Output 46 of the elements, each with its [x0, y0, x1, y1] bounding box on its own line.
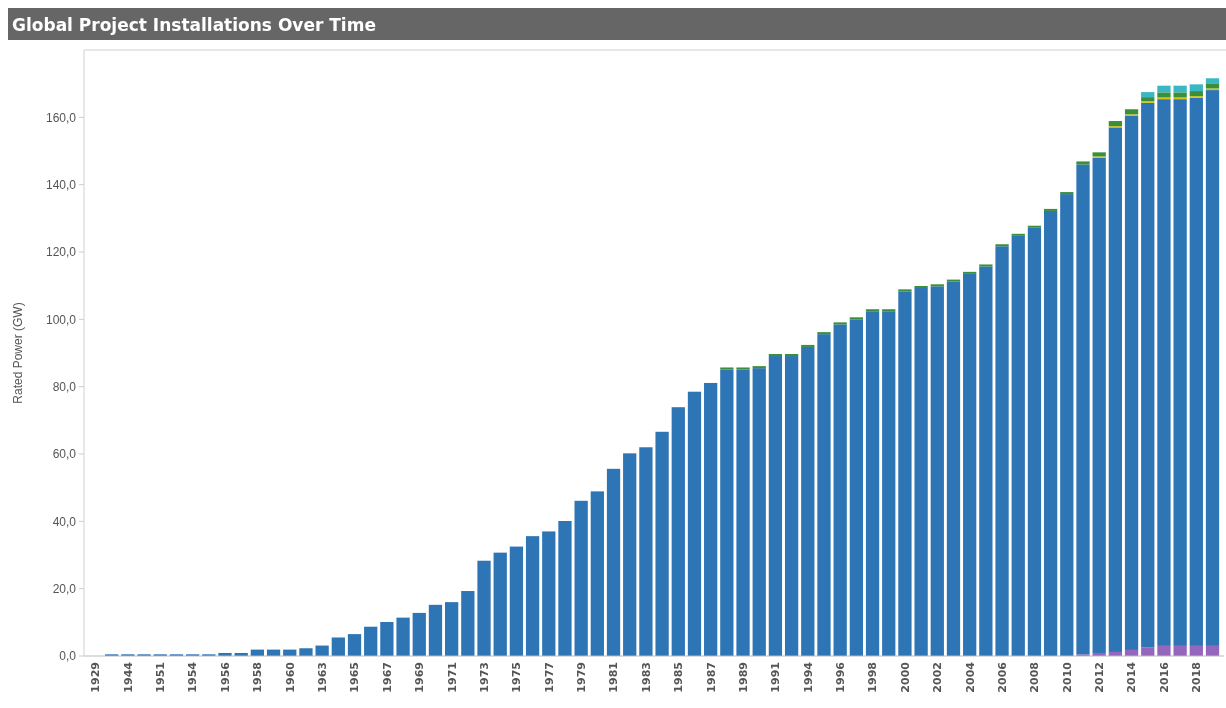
x-tick-label: 1991: [769, 662, 783, 693]
x-tick-label: 1987: [704, 662, 718, 693]
x-tick-label: 1960: [283, 661, 297, 693]
x-tick-label: 1944: [121, 661, 135, 693]
x-tick-label: 1969: [413, 662, 427, 693]
y-tick-label: 20,0: [52, 581, 77, 596]
x-tick-label: 1951: [154, 662, 168, 693]
x-tick-label: 1983: [639, 662, 653, 693]
x-tick-label: 1971: [445, 662, 459, 693]
x-tick-label: 1996: [834, 661, 848, 693]
x-tick-label: 1958: [251, 662, 265, 693]
y-axis-title: Rated Power (GW): [11, 302, 25, 404]
x-tick-label: 2018: [1190, 662, 1204, 693]
x-tick-label: 1956: [218, 661, 232, 693]
y-tick-label: 40,0: [52, 514, 77, 529]
x-tick-label: 1954: [186, 661, 200, 693]
x-tick-label: 2002: [931, 662, 945, 693]
x-tick-label: 2016: [1157, 661, 1171, 693]
x-tick-label: 1973: [477, 662, 491, 693]
x-tick-label: 1975: [510, 662, 524, 693]
y-tick-label: 160,0: [45, 110, 77, 125]
y-tick-label: 100,0: [45, 312, 77, 327]
x-tick-label: 2010: [1060, 661, 1074, 693]
y-tick-label: 80,0: [52, 379, 77, 394]
x-tick-label: 2006: [995, 661, 1009, 693]
y-tick-label: 140,0: [45, 177, 77, 192]
chart-title: Global Project Installations Over Time: [12, 15, 376, 35]
y-tick-label: 0,0: [59, 649, 77, 664]
x-tick-label: 2012: [1093, 662, 1107, 693]
x-tick-label: 1985: [672, 662, 686, 693]
x-tick-label: 1929: [89, 662, 103, 693]
x-tick-label: 2008: [1028, 662, 1042, 693]
x-tick-label: 2000: [898, 661, 912, 693]
x-tick-label: 1989: [736, 662, 750, 693]
x-tick-label: 1981: [607, 662, 621, 693]
x-tick-label: 1963: [315, 662, 329, 693]
x-tick-label: 1965: [348, 662, 362, 693]
x-tick-label: 2004: [963, 661, 977, 693]
x-tick-label: 1977: [542, 662, 556, 693]
x-tick-label: 1979: [575, 662, 588, 693]
x-tick-label: 1994: [801, 661, 815, 693]
x-tick-label: 2014: [1125, 661, 1139, 693]
x-tick-label: 1967: [380, 662, 394, 693]
y-tick-label: 60,0: [52, 447, 77, 462]
x-tick-label: 1998: [866, 662, 880, 693]
y-tick-label: 120,0: [45, 245, 77, 260]
